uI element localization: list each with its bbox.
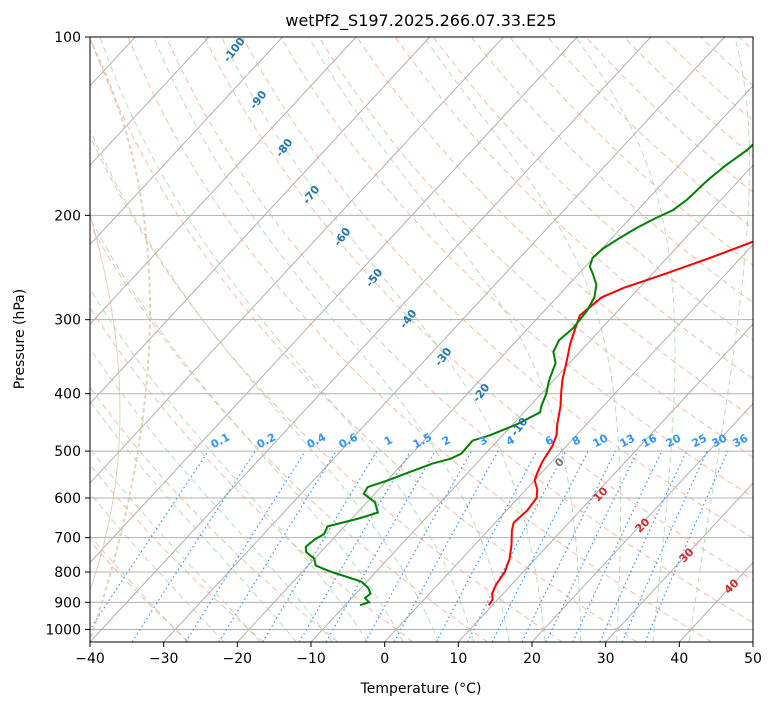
dry-adiabat-line <box>90 386 339 642</box>
isotherm-line <box>384 243 753 642</box>
x-tick-label: 50 <box>744 651 762 667</box>
y-tick-label: 100 <box>54 30 81 46</box>
dry-adiabat-line <box>90 37 638 642</box>
dry-adiabat-line <box>471 37 753 304</box>
reference-arc <box>90 214 121 591</box>
mixing-ratio-line <box>572 450 663 642</box>
dry-adiabat-line <box>280 37 753 498</box>
x-tick-label: −30 <box>149 651 179 667</box>
isotherm-line <box>90 37 578 564</box>
moist-adiabat-line <box>575 37 676 642</box>
isotherm-line <box>236 84 753 642</box>
moist-adiabat-line <box>308 37 582 642</box>
moist-adiabat-line <box>688 37 751 642</box>
moist-adiabat-line <box>90 347 333 642</box>
mixing-ratio-line <box>393 450 499 642</box>
mixing-ratio-label: 36 <box>731 431 751 450</box>
x-tick-label: 10 <box>449 651 467 667</box>
mixing-ratio-label: 25 <box>690 432 710 451</box>
y-tick-label: 1000 <box>45 622 81 638</box>
dry-adiabat-line <box>356 37 753 419</box>
mixing-ratio-line <box>435 450 538 642</box>
isotherm-line <box>531 402 753 642</box>
mixing-ratio-line <box>545 450 639 642</box>
isotherm-line <box>90 37 357 325</box>
mixing-ratio-line <box>185 450 306 642</box>
y-tick-label: 900 <box>54 595 81 611</box>
y-tick-label: 400 <box>54 387 81 403</box>
isotherm-line <box>457 323 753 642</box>
y-tick-label: 700 <box>54 531 81 547</box>
dewpoint-profile-line <box>304 143 753 607</box>
x-tick-label: 40 <box>670 651 688 667</box>
mixing-ratio-line <box>521 450 617 642</box>
moist-adiabat-line <box>90 287 369 642</box>
dry-adiabat-line <box>242 37 753 539</box>
moist-adiabat-line <box>153 37 510 642</box>
dry-adiabat-line <box>432 37 753 341</box>
mixing-ratio-label: 20 <box>664 431 684 450</box>
isotherm-line <box>605 482 753 642</box>
dry-adiabat-line <box>90 540 190 642</box>
y-axis: 100 200 300 400 500 600 700 800 900 1000 <box>45 30 90 638</box>
x-tick-label: 30 <box>597 651 615 667</box>
moist-adiabat-line <box>90 217 404 642</box>
mixing-ratio-label: 16 <box>640 431 660 450</box>
dry-adiabat-line <box>127 37 712 642</box>
mixing-ratio-line <box>90 450 209 631</box>
mixing-ratio-label: 10 <box>591 431 611 450</box>
data-layer <box>304 143 753 607</box>
mixing-ratio-line <box>131 450 256 642</box>
y-tick-label: 800 <box>54 565 81 581</box>
y-tick-label: 500 <box>54 444 81 460</box>
dry-adiabat-line <box>204 37 753 581</box>
mixing-ratio-line <box>218 450 337 642</box>
y-tick-label: 300 <box>54 313 81 329</box>
x-tick-label: 0 <box>380 651 389 667</box>
mixing-ratio-label: 30 <box>710 431 730 450</box>
x-tick-label: −20 <box>223 651 253 667</box>
chart-title: wetPf2_S197.2025.266.07.33.E25 <box>285 11 556 31</box>
dry-adiabat-line <box>90 134 563 642</box>
x-tick-label: −10 <box>296 651 326 667</box>
isotherm-line <box>90 37 504 484</box>
dry-adiabat-line <box>165 37 753 624</box>
reference-arc <box>90 39 151 641</box>
grid-layer <box>90 37 753 642</box>
isotherm-line <box>90 37 283 246</box>
moist-adiabat-line <box>90 128 439 642</box>
y-tick-label: 200 <box>54 208 81 224</box>
moist-adiabat-line <box>90 400 297 642</box>
dry-adiabat-line <box>90 464 264 642</box>
dry-adiabat-line <box>90 223 488 642</box>
dry-adiabat-line <box>394 37 753 380</box>
moist-adiabat-line <box>99 37 475 642</box>
y-axis-label: Pressure (hPa) <box>12 289 28 389</box>
temperature-profile-line <box>487 240 753 606</box>
y-tick-label: 600 <box>54 491 81 507</box>
mixing-ratio-line <box>262 450 378 642</box>
x-axis: −40 −30 −20 −10 0 10 20 30 40 50 <box>75 642 762 667</box>
x-tick-label: 20 <box>523 651 541 667</box>
isotherm-line <box>163 37 725 642</box>
isotherm-line <box>90 37 210 166</box>
x-axis-label: Temperature (°C) <box>360 681 482 697</box>
isotherm-line <box>90 37 652 642</box>
mixing-ratio-line <box>298 450 412 642</box>
mixing-ratio-label: 13 <box>618 432 638 451</box>
moist-adiabat-line <box>220 37 546 642</box>
plot-frame <box>89 36 754 643</box>
x-tick-label: −40 <box>75 651 105 667</box>
